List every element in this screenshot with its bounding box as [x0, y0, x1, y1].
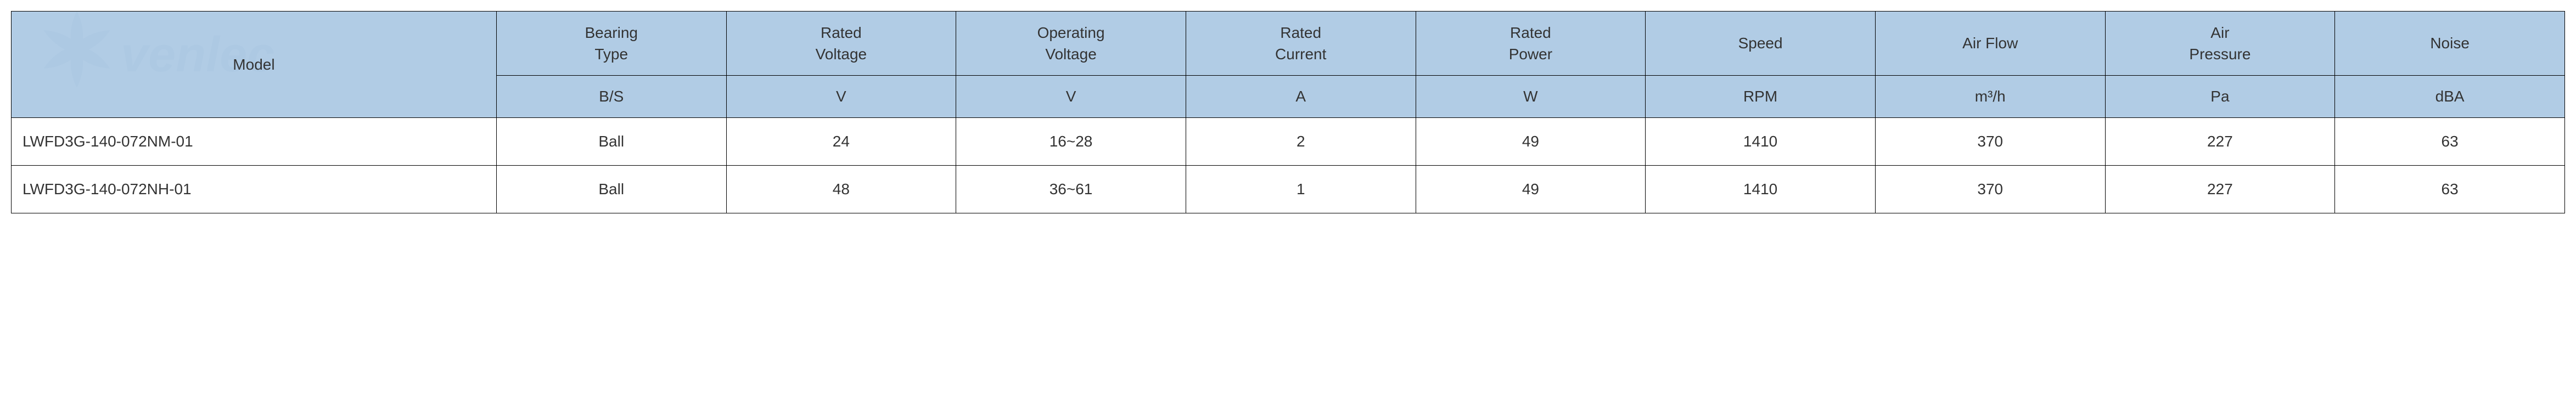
unit-noise: dBA: [2335, 76, 2565, 118]
cell-rated-voltage: 24: [726, 118, 956, 166]
cell-model: LWFD3G-140-072NM-01: [12, 118, 497, 166]
table-row: LWFD3G-140-072NH-01 Ball 48 36~61 1 49 1…: [12, 166, 2565, 213]
unit-rated-power: W: [1416, 76, 1646, 118]
cell-rated-power: 49: [1416, 166, 1646, 213]
spec-table-container: venlec Model BearingType RatedVoltage Op…: [11, 11, 2565, 213]
unit-air-pressure: Pa: [2105, 76, 2335, 118]
col-header-rated-current: RatedCurrent: [1186, 12, 1416, 76]
unit-speed: RPM: [1646, 76, 1876, 118]
cell-air-pressure: 227: [2105, 166, 2335, 213]
cell-air-flow: 370: [1875, 118, 2105, 166]
table-row: LWFD3G-140-072NM-01 Ball 24 16~28 2 49 1…: [12, 118, 2565, 166]
cell-rated-power: 49: [1416, 118, 1646, 166]
unit-rated-voltage: V: [726, 76, 956, 118]
header-row-labels: Model BearingType RatedVoltage Operating…: [12, 12, 2565, 76]
col-header-air-pressure: AirPressure: [2105, 12, 2335, 76]
cell-rated-current: 2: [1186, 118, 1416, 166]
cell-op-voltage: 16~28: [956, 118, 1186, 166]
cell-noise: 63: [2335, 166, 2565, 213]
col-header-rated-power: RatedPower: [1416, 12, 1646, 76]
cell-op-voltage: 36~61: [956, 166, 1186, 213]
col-header-air-flow: Air Flow: [1875, 12, 2105, 76]
cell-air-flow: 370: [1875, 166, 2105, 213]
unit-bearing: B/S: [496, 76, 726, 118]
col-header-operating-voltage: OperatingVoltage: [956, 12, 1186, 76]
col-header-noise: Noise: [2335, 12, 2565, 76]
col-header-speed: Speed: [1646, 12, 1876, 76]
col-header-model: Model: [12, 12, 497, 118]
col-header-bearing: BearingType: [496, 12, 726, 76]
unit-air-flow: m³/h: [1875, 76, 2105, 118]
cell-rated-voltage: 48: [726, 166, 956, 213]
unit-operating-voltage: V: [956, 76, 1186, 118]
cell-noise: 63: [2335, 118, 2565, 166]
cell-bearing: Ball: [496, 166, 726, 213]
spec-table: Model BearingType RatedVoltage Operating…: [11, 11, 2565, 213]
cell-speed: 1410: [1646, 166, 1876, 213]
col-header-rated-voltage: RatedVoltage: [726, 12, 956, 76]
cell-speed: 1410: [1646, 118, 1876, 166]
unit-rated-current: A: [1186, 76, 1416, 118]
cell-air-pressure: 227: [2105, 118, 2335, 166]
cell-model: LWFD3G-140-072NH-01: [12, 166, 497, 213]
cell-bearing: Ball: [496, 118, 726, 166]
cell-rated-current: 1: [1186, 166, 1416, 213]
